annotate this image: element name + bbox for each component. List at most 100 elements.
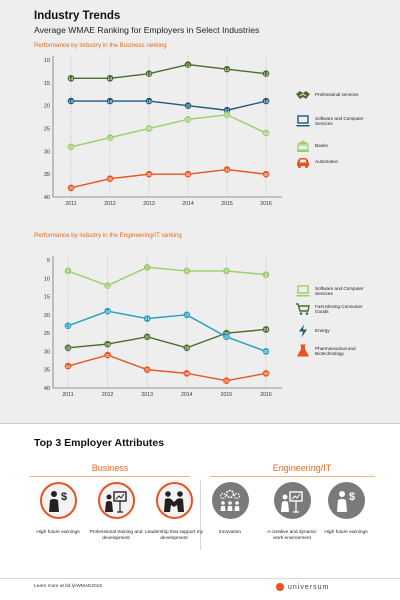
engineering-attribute-2-label: High future earnings xyxy=(324,530,368,535)
data-label: 29 xyxy=(66,345,71,350)
chart1-legend-label-3: Automotive xyxy=(315,159,338,165)
y-tick-label: 20 xyxy=(44,313,50,319)
engineering-group-title: Engineering/IT xyxy=(272,463,332,473)
cart-icon xyxy=(296,303,310,315)
business-attribute-2: Leadership that support my development xyxy=(144,482,204,542)
brand-logo: universum xyxy=(276,583,329,591)
business-attribute-0-label: High future earnings xyxy=(36,530,80,535)
svg-text:$: $ xyxy=(61,491,67,503)
data-label: 20 xyxy=(184,313,189,318)
chart1-legend-item-3: Automotive xyxy=(295,155,375,169)
money-person-icon: $ xyxy=(337,490,355,512)
y-tick-label: 30 xyxy=(44,149,50,155)
data-label: 11 xyxy=(186,62,191,67)
data-label: 19 xyxy=(105,309,110,314)
x-tick-label: 2011 xyxy=(65,201,76,207)
y-tick-label: 40 xyxy=(44,386,50,392)
data-label: 28 xyxy=(105,342,110,347)
data-point xyxy=(67,74,75,82)
engineering-attribute-2: $ High future earnings xyxy=(316,482,376,536)
data-label: 7 xyxy=(146,265,149,270)
data-label: 36 xyxy=(264,371,269,376)
data-point xyxy=(106,134,114,141)
page-title: Industry Trends xyxy=(34,10,121,22)
data-point xyxy=(223,65,231,73)
data-label: 38 xyxy=(224,378,229,383)
data-label: 38 xyxy=(69,186,74,191)
chart1-legend-label-0: Professional services xyxy=(315,92,359,98)
chart2-legend-item-1: Fast Moving Consumer Goods xyxy=(295,302,375,316)
series-line-0 xyxy=(67,266,267,287)
data-point xyxy=(262,271,270,278)
chart2-legend-item-2: Energy xyxy=(295,324,375,338)
data-point xyxy=(223,111,231,119)
series-line-1 xyxy=(71,100,267,111)
data-label: 8 xyxy=(67,269,70,274)
data-point xyxy=(67,97,75,105)
business-attribute-1-label: Professional training and development xyxy=(89,530,143,541)
chart2-title: Performance by industry in the Engineeri… xyxy=(34,232,182,239)
chart1-legend-label-2: Banks xyxy=(315,143,328,149)
data-label: 19 xyxy=(147,99,152,104)
y-tick-label: 15 xyxy=(44,295,50,301)
brand-mark-icon xyxy=(276,583,284,591)
x-tick-label: 2011 xyxy=(62,392,73,398)
handshake-icon xyxy=(296,91,310,99)
x-tick-label: 2013 xyxy=(143,201,155,207)
series-line-3 xyxy=(67,354,267,382)
chart2-legend: Software and Computer Services Fast Movi… xyxy=(295,240,400,390)
series-line-3 xyxy=(70,168,267,189)
chart2-legend-label-1: Fast Moving Consumer Goods xyxy=(315,303,363,315)
data-label: 29 xyxy=(69,144,74,149)
engineering-attribute-0: Innovation xyxy=(200,482,260,536)
data-label: 13 xyxy=(264,71,269,76)
x-tick-label: 2014 xyxy=(182,201,194,207)
data-label: 14 xyxy=(69,76,74,81)
data-point xyxy=(64,322,72,330)
data-point xyxy=(67,143,75,151)
data-label: 23 xyxy=(186,117,191,122)
attributes-divider xyxy=(200,480,201,550)
handshake-people-icon xyxy=(164,490,184,512)
footer-link[interactable]: Learn more at bit.ly/WMAE2016 xyxy=(34,584,102,589)
data-point xyxy=(67,184,75,192)
business-group-title: Business xyxy=(91,463,129,473)
data-point xyxy=(223,267,230,275)
data-label: 35 xyxy=(145,367,150,372)
engineering-attribute-1: A creative and dynamic work environment xyxy=(262,482,322,542)
chart2-legend-label-0: Software and Computer Services xyxy=(315,285,364,297)
chart2-legend-item-3: Pharmaceutical and Biotechnology xyxy=(295,344,375,358)
series-line-2 xyxy=(70,114,267,148)
y-tick-label: 35 xyxy=(44,172,50,178)
business-attribute-2-badge xyxy=(155,482,193,519)
data-label: 21 xyxy=(225,108,230,113)
data-point xyxy=(143,366,151,374)
business-attribute-1: Professional training and development xyxy=(86,482,146,542)
chart1-legend-item-0: Professional services xyxy=(295,88,375,102)
engineering-attribute-2-badge: $ xyxy=(327,482,365,519)
data-point xyxy=(262,370,270,377)
series-line-2 xyxy=(67,310,267,353)
business-attribute-0-badge: $ xyxy=(39,482,77,519)
data-point xyxy=(143,333,151,341)
data-point xyxy=(183,311,191,319)
data-point xyxy=(145,125,153,132)
data-point xyxy=(183,344,191,352)
data-label: 36 xyxy=(184,371,189,376)
data-label: 21 xyxy=(145,316,150,321)
data-point xyxy=(223,333,230,341)
footer-divider xyxy=(0,578,400,579)
brand-name: universum xyxy=(288,583,330,591)
laptop-icon xyxy=(296,115,310,127)
data-label: 12 xyxy=(105,283,110,288)
data-point xyxy=(106,97,114,105)
series-line-0 xyxy=(71,63,267,79)
y-tick-label: 30 xyxy=(44,349,50,355)
data-label: 8 xyxy=(225,269,228,274)
x-tick-label: 2016 xyxy=(260,392,272,398)
data-point xyxy=(143,264,151,271)
x-tick-label: 2012 xyxy=(102,392,114,398)
data-point xyxy=(262,348,270,355)
